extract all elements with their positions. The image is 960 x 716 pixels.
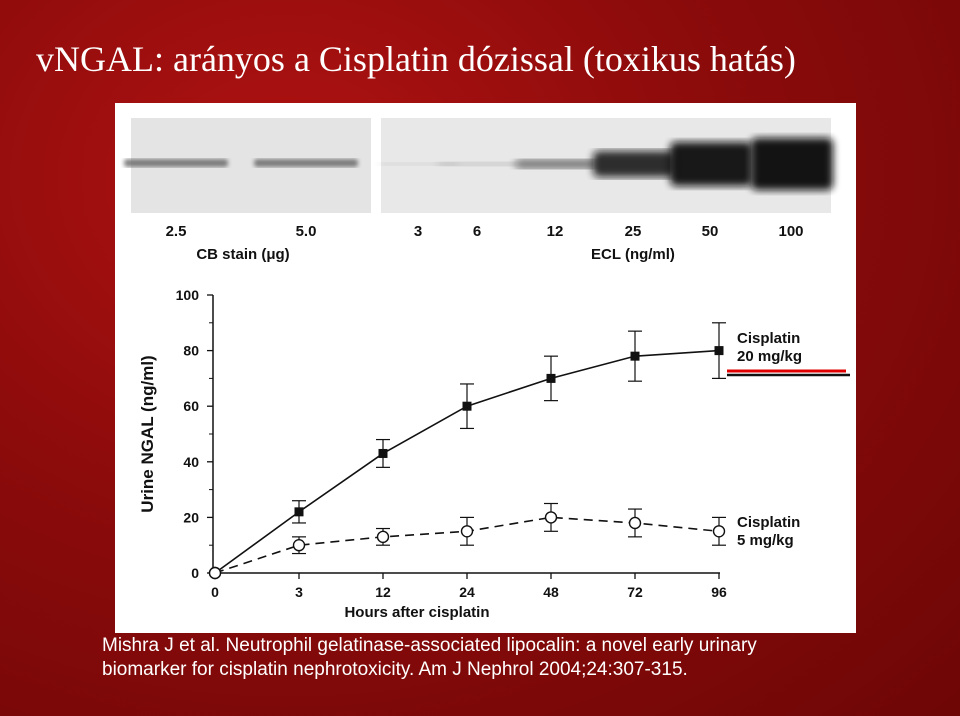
data-point xyxy=(714,346,724,356)
data-point xyxy=(378,448,388,458)
x-tick-label: 12 xyxy=(375,584,391,600)
data-point xyxy=(630,351,640,361)
series-cisplatin-20 xyxy=(208,322,726,580)
series-layer xyxy=(208,322,726,580)
x-tick-label: 0 xyxy=(211,584,219,600)
ecl-lane-label: 3 xyxy=(414,223,422,240)
data-point xyxy=(546,373,556,383)
ecl-band xyxy=(751,138,833,190)
y-tick-label: 20 xyxy=(183,509,199,525)
ecl-band xyxy=(515,159,597,169)
data-point xyxy=(294,507,304,517)
y-tick-label: 40 xyxy=(183,454,199,470)
ecl-band xyxy=(437,162,519,166)
series-label: Cisplatin xyxy=(737,330,800,347)
y-axis-label: Urine NGAL (ng/ml) xyxy=(138,355,157,512)
figure-panel: 2.5 5.0 3 6 12 25 50 100 CB stain (μg) ECL (ng/… xyxy=(115,103,856,633)
ecl-lane-label: 25 xyxy=(625,223,642,240)
series-cisplatin-5 xyxy=(208,502,726,580)
slide-title: vNGAL: arányos a Cisplatin dózissal (tox… xyxy=(36,39,796,79)
ecl-lane-label: 6 xyxy=(473,223,481,240)
data-point xyxy=(292,539,306,552)
y-tick-label: 0 xyxy=(191,565,199,581)
data-point xyxy=(544,511,558,524)
y-ticks: 0 20 40 60 80 100 xyxy=(176,287,213,581)
series-label: 5 mg/kg xyxy=(737,532,794,549)
data-point xyxy=(208,566,222,580)
y-tick-label: 80 xyxy=(183,343,199,359)
figure-svg: 2.5 5.0 3 6 12 25 50 100 CB stain (μg) ECL (ng/… xyxy=(124,118,850,621)
cb-stain-label: CB stain (μg) xyxy=(196,246,289,263)
data-point xyxy=(376,530,390,544)
western-blot: 2.5 5.0 3 6 12 25 50 100 CB stain (μg) ECL (ng/… xyxy=(124,118,833,263)
x-tick-label: 24 xyxy=(459,584,475,600)
cb-band xyxy=(124,159,228,167)
x-tick-label: 96 xyxy=(711,584,727,600)
data-point xyxy=(460,525,474,538)
data-point xyxy=(712,525,726,538)
cb-lane-label: 2.5 xyxy=(166,223,187,240)
citation-line-1: Mishra J et al. Neutrophil gelatinase-as… xyxy=(102,635,757,656)
ecl-lane-label: 100 xyxy=(778,223,803,240)
y-tick-label: 100 xyxy=(176,287,200,303)
citation: Mishra J et al. Neutrophil gelatinase-as… xyxy=(102,634,942,682)
blot-bands xyxy=(124,138,833,190)
x-axis-label: Hours after cisplatin xyxy=(344,604,489,621)
ecl-lane-label: 12 xyxy=(547,223,564,240)
ecl-band xyxy=(593,151,675,177)
y-tick-label: 60 xyxy=(183,398,199,414)
ecl-label: ECL (ng/ml) xyxy=(591,246,675,263)
x-tick-label: 48 xyxy=(543,584,559,600)
citation-line-2: biomarker for cisplatin nephrotoxicity. … xyxy=(102,659,688,680)
blot-labels: 2.5 5.0 3 6 12 25 50 100 xyxy=(166,223,804,240)
data-point xyxy=(462,401,472,411)
ecl-band xyxy=(670,142,752,186)
ngal-line-chart: 0 20 40 60 80 100 0 3 12 24 48 72 96 Hours after ci… xyxy=(138,287,850,621)
series-label: Cisplatin xyxy=(737,514,800,531)
ecl-lane-label: 50 xyxy=(702,223,719,240)
x-tick-label: 3 xyxy=(295,584,303,600)
x-ticks: 0 3 12 24 48 72 96 xyxy=(211,573,727,600)
cb-lane-label: 5.0 xyxy=(296,223,317,240)
cb-band xyxy=(254,159,358,167)
data-point xyxy=(628,516,642,530)
x-tick-label: 72 xyxy=(627,584,643,600)
series-label: 20 mg/kg xyxy=(737,348,802,365)
